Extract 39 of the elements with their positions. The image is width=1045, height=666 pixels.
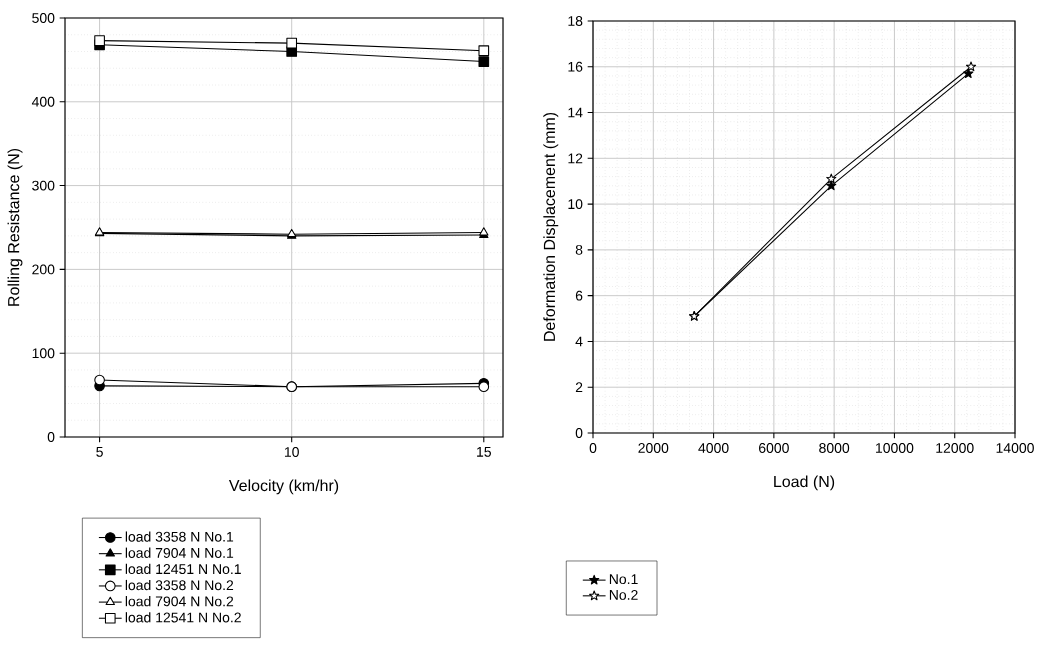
legend-label: No.2 bbox=[609, 589, 638, 600]
y-tick-label: 12 bbox=[568, 153, 583, 164]
x-axis-title: Velocity (km/hr) bbox=[228, 479, 339, 495]
y-axis-title: Deformation Displacement (mm) bbox=[543, 112, 559, 341]
y-tick-label: 4 bbox=[575, 336, 583, 347]
x-tick-label: 6000 bbox=[759, 443, 789, 453]
y-tick-label: 100 bbox=[32, 348, 55, 359]
y-tick-label: 16 bbox=[568, 61, 583, 72]
y-axis-title: Rolling Resistance (N) bbox=[7, 148, 23, 306]
y-tick-label: 400 bbox=[31, 96, 55, 107]
x-tick-label: 14000 bbox=[996, 443, 1034, 453]
x-tick-label: 10 bbox=[284, 447, 299, 457]
y-tick-label: 200 bbox=[32, 264, 55, 275]
legend-label: load 7904 N No.2 bbox=[125, 596, 234, 607]
x-tick-label: 10000 bbox=[876, 443, 914, 453]
legend-label: load 12451 N No.1 bbox=[125, 563, 241, 575]
y-tick-label: 14 bbox=[568, 107, 583, 118]
y-tick-label: 8 bbox=[575, 244, 583, 255]
y-tick-label: 500 bbox=[32, 13, 55, 23]
y-tick-label: 10 bbox=[568, 199, 583, 210]
x-tick-label: 4000 bbox=[698, 443, 729, 453]
legend-label: No.1 bbox=[609, 574, 638, 585]
y-tick-label: 300 bbox=[32, 180, 55, 191]
legend-label: load 12541 N No.2 bbox=[125, 612, 241, 623]
legend-label: load 3358 N No.2 bbox=[125, 579, 234, 591]
legend-label: load 7904 N No.1 bbox=[125, 547, 234, 558]
x-tick-label: 15 bbox=[477, 447, 491, 457]
x-axis-title: Load (N) bbox=[774, 475, 835, 491]
y-tick-label: 2 bbox=[575, 382, 583, 393]
x-tick-label: 8000 bbox=[819, 443, 850, 453]
x-tick-label: 0 bbox=[589, 443, 597, 453]
x-tick-label: 2000 bbox=[638, 443, 669, 453]
x-tick-label: 12000 bbox=[936, 443, 974, 453]
y-tick-label: 18 bbox=[568, 16, 583, 26]
legend-label: load 3358 N No.1 bbox=[125, 531, 234, 542]
y-tick-label: 0 bbox=[47, 432, 55, 442]
y-tick-label: 6 bbox=[575, 290, 583, 301]
x-tick-label: 5 bbox=[96, 447, 103, 457]
y-tick-label: 0 bbox=[575, 428, 583, 438]
